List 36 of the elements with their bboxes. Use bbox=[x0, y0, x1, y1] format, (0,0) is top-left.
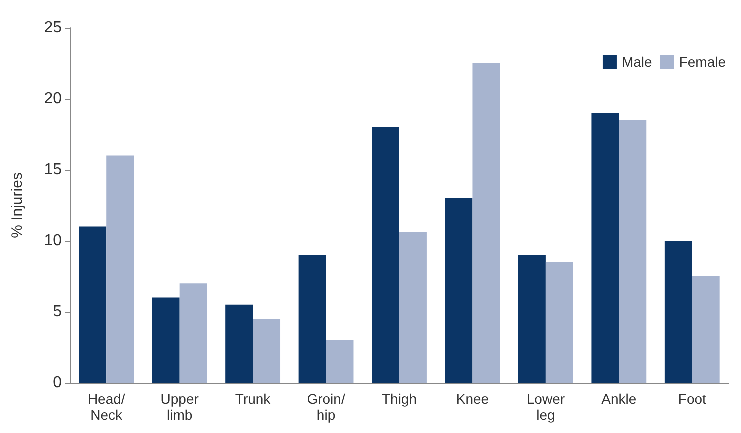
x-tick-label: Upper limb bbox=[160, 391, 200, 423]
x-tick-label: Lower leg bbox=[526, 391, 566, 423]
x-tick-label: Thigh bbox=[382, 391, 418, 407]
bar bbox=[226, 304, 254, 383]
bar bbox=[664, 241, 692, 383]
y-axis-title: % Injuries bbox=[9, 172, 26, 238]
y-tick-label: 0 bbox=[53, 374, 62, 392]
y-tick-label: 10 bbox=[44, 232, 62, 250]
x-tick-label: Groin/ hip bbox=[307, 391, 346, 423]
y-tick-label: 15 bbox=[44, 162, 62, 178]
bar bbox=[152, 298, 180, 383]
x-tick-label: Ankle bbox=[602, 391, 637, 407]
y-tick-label: 20 bbox=[44, 90, 62, 108]
bar bbox=[472, 64, 500, 383]
bar bbox=[546, 262, 574, 383]
bar bbox=[326, 340, 354, 383]
bar bbox=[298, 255, 326, 383]
bar bbox=[619, 120, 647, 383]
bar bbox=[692, 276, 720, 383]
bar bbox=[445, 198, 473, 383]
bar bbox=[372, 127, 400, 383]
bar bbox=[592, 113, 620, 383]
bar bbox=[518, 255, 546, 383]
x-tick-label: Trunk bbox=[235, 391, 272, 407]
x-tick-label: Head/ Neck bbox=[88, 391, 126, 423]
bar bbox=[253, 319, 281, 383]
x-tick-label: Knee bbox=[456, 391, 490, 407]
bar bbox=[400, 232, 427, 383]
legend-label: Female bbox=[679, 54, 726, 70]
bar bbox=[106, 156, 134, 383]
y-tick-label: 25 bbox=[44, 20, 62, 36]
x-tick-label: Foot bbox=[678, 391, 707, 407]
legend-label: Male bbox=[622, 54, 653, 70]
bar bbox=[180, 284, 208, 383]
y-tick-label: 5 bbox=[53, 304, 62, 320]
bar bbox=[79, 226, 107, 383]
